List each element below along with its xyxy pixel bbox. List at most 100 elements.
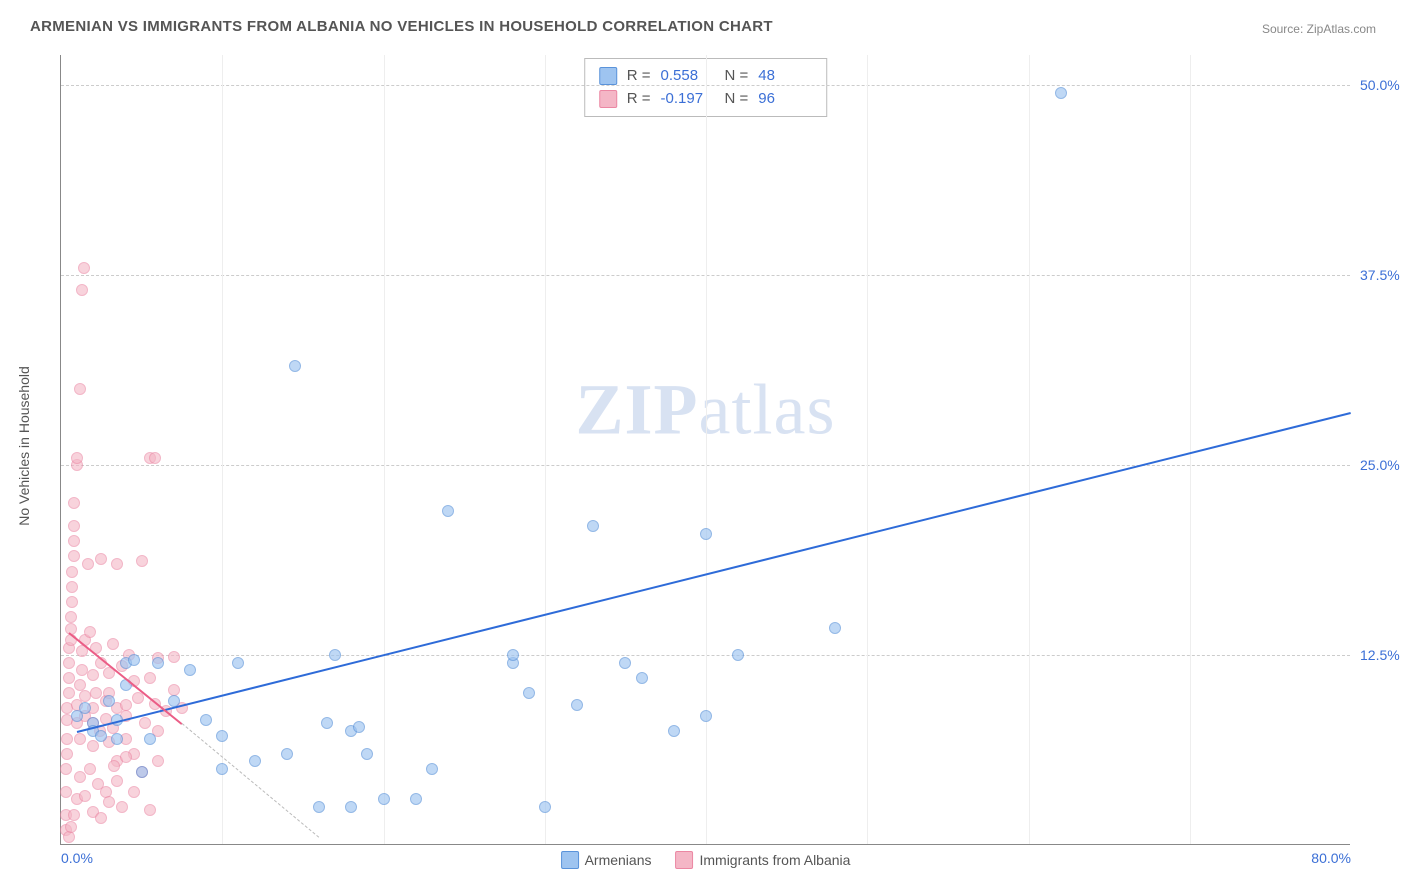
- scatter-point: [63, 672, 75, 684]
- ytick-label: 37.5%: [1360, 267, 1406, 283]
- trend-line: [77, 412, 1351, 733]
- scatter-point: [76, 664, 88, 676]
- source-attribution: Source: ZipAtlas.com: [1262, 22, 1376, 36]
- legend-label: Armenians: [585, 852, 652, 868]
- scatter-point: [66, 581, 78, 593]
- scatter-point: [232, 657, 244, 669]
- scatter-point: [732, 649, 744, 661]
- scatter-point: [410, 793, 422, 805]
- scatter-point: [329, 649, 341, 661]
- scatter-point: [79, 690, 91, 702]
- swatch-series2: [675, 851, 693, 869]
- scatter-point: [200, 714, 212, 726]
- scatter-point: [79, 702, 91, 714]
- scatter-point: [523, 687, 535, 699]
- scatter-point: [68, 535, 80, 547]
- scatter-point: [136, 555, 148, 567]
- scatter-point: [95, 812, 107, 824]
- gridline-v: [384, 55, 385, 844]
- scatter-point: [539, 801, 551, 813]
- r-label: R =: [627, 88, 651, 111]
- r-label: R =: [627, 65, 651, 88]
- scatter-point: [74, 383, 86, 395]
- scatter-point: [65, 611, 77, 623]
- scatter-point: [668, 725, 680, 737]
- gridline-v: [706, 55, 707, 844]
- scatter-point: [152, 755, 164, 767]
- scatter-point: [619, 657, 631, 669]
- scatter-point: [76, 284, 88, 296]
- scatter-point: [152, 657, 164, 669]
- chart-title: ARMENIAN VS IMMIGRANTS FROM ALBANIA NO V…: [30, 18, 773, 35]
- trend-line: [182, 724, 320, 839]
- scatter-point: [60, 763, 72, 775]
- scatter-point: [281, 748, 293, 760]
- scatter-point: [60, 786, 72, 798]
- scatter-point: [1055, 87, 1067, 99]
- scatter-point: [79, 790, 91, 802]
- scatter-point: [144, 672, 156, 684]
- ytick-label: 12.5%: [1360, 647, 1406, 663]
- scatter-point: [61, 733, 73, 745]
- scatter-point: [120, 751, 132, 763]
- n-value-series1: 48: [758, 65, 812, 88]
- scatter-point: [587, 520, 599, 532]
- scatter-point: [107, 638, 119, 650]
- scatter-point: [128, 654, 140, 666]
- gridline-v: [867, 55, 868, 844]
- scatter-point: [442, 505, 454, 517]
- y-axis-label: No Vehicles in Household: [16, 366, 32, 526]
- scatter-point: [149, 452, 161, 464]
- swatch-series1: [561, 851, 579, 869]
- scatter-point: [111, 733, 123, 745]
- scatter-point: [345, 801, 357, 813]
- scatter-point: [116, 801, 128, 813]
- scatter-point: [111, 558, 123, 570]
- scatter-point: [507, 649, 519, 661]
- scatter-point: [700, 528, 712, 540]
- legend-item: Armenians: [561, 851, 652, 869]
- scatter-point: [136, 766, 148, 778]
- scatter-point: [87, 669, 99, 681]
- scatter-point: [74, 733, 86, 745]
- gridline-v: [1029, 55, 1030, 844]
- scatter-point: [353, 721, 365, 733]
- gridline-v: [1190, 55, 1191, 844]
- scatter-point: [68, 809, 80, 821]
- scatter-point: [87, 740, 99, 752]
- scatter-point: [216, 763, 228, 775]
- gridline-v: [222, 55, 223, 844]
- scatter-point: [63, 687, 75, 699]
- scatter-point: [216, 730, 228, 742]
- scatter-point: [108, 760, 120, 772]
- scatter-point: [120, 699, 132, 711]
- scatter-point: [68, 497, 80, 509]
- ytick-label: 50.0%: [1360, 77, 1406, 93]
- scatter-point: [111, 775, 123, 787]
- scatter-point: [84, 626, 96, 638]
- scatter-point: [426, 763, 438, 775]
- legend-label: Immigrants from Albania: [699, 852, 850, 868]
- scatter-point: [66, 596, 78, 608]
- bottom-legend: Armenians Immigrants from Albania: [561, 851, 851, 869]
- scatter-point: [168, 651, 180, 663]
- xtick-label: 80.0%: [1311, 850, 1351, 866]
- swatch-series2: [599, 90, 617, 108]
- scatter-point: [144, 733, 156, 745]
- scatter-point: [289, 360, 301, 372]
- scatter-point: [128, 786, 140, 798]
- scatter-point: [636, 672, 648, 684]
- n-label: N =: [725, 65, 749, 88]
- scatter-point: [63, 831, 75, 843]
- scatter-point: [71, 452, 83, 464]
- scatter-point: [103, 796, 115, 808]
- scatter-point: [829, 622, 841, 634]
- scatter-point: [82, 558, 94, 570]
- scatter-point: [78, 262, 90, 274]
- n-value-series2: 96: [758, 88, 812, 111]
- scatter-point: [65, 821, 77, 833]
- scatter-point: [700, 710, 712, 722]
- xtick-label: 0.0%: [61, 850, 93, 866]
- scatter-point: [95, 553, 107, 565]
- swatch-series1: [599, 67, 617, 85]
